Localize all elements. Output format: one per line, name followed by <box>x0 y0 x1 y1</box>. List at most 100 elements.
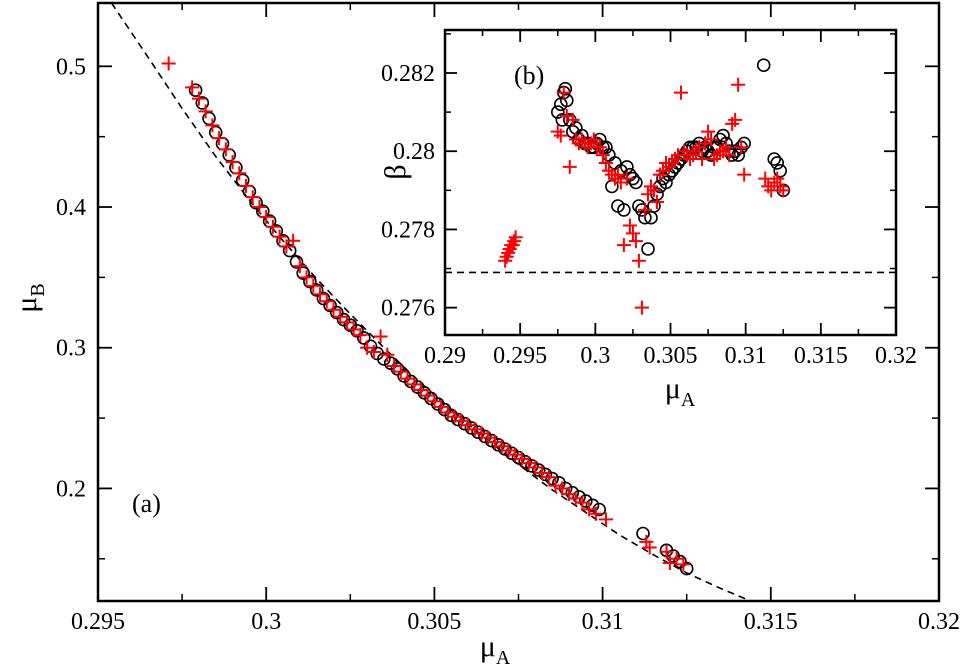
plus-point <box>728 112 743 127</box>
circle-point <box>641 242 655 256</box>
main-y-axis-title: μB <box>10 283 49 312</box>
panel-a-label: (a) <box>132 489 161 518</box>
circle-point <box>737 136 752 151</box>
main-x-axis-title-mu: μ <box>480 630 496 663</box>
circle-point <box>716 128 730 143</box>
circle-point <box>457 416 472 431</box>
y-tick-label: 0.276 <box>381 296 435 322</box>
plus-point <box>575 495 590 510</box>
plus-point <box>770 171 785 186</box>
plus-point <box>553 128 568 143</box>
plus-point <box>625 226 640 241</box>
x-tick-label: 0.31 <box>582 609 624 635</box>
circle-point <box>578 494 593 508</box>
circle-point <box>296 266 311 281</box>
y-tick-label: 0.4 <box>56 195 86 221</box>
plus-point <box>610 167 625 182</box>
plus-point <box>634 300 649 315</box>
plus-point <box>245 190 260 205</box>
plus-point <box>232 166 247 181</box>
main-y-axis-title-sub: B <box>27 283 49 296</box>
circle-point <box>773 164 788 178</box>
plus-point <box>704 132 719 147</box>
plus-point <box>299 270 314 285</box>
circle-point <box>303 274 317 289</box>
main-ticks <box>97 3 940 601</box>
plus-point <box>642 540 657 555</box>
plus-point <box>586 132 601 147</box>
plus-point <box>380 347 395 362</box>
plus-point <box>631 253 646 268</box>
circle-point <box>559 93 574 108</box>
circle-point <box>525 459 539 473</box>
plus-point <box>695 152 710 167</box>
y-tick-label: 0.3 <box>56 336 86 362</box>
plus-point <box>366 344 381 359</box>
plus-point <box>286 233 301 248</box>
x-tick-label: 0.295 <box>71 609 125 635</box>
plus-point <box>508 230 523 245</box>
x-tick-label: 0.32 <box>918 609 960 635</box>
plus-point <box>218 142 233 157</box>
main-panel: 0.295 0.3 0.305 0.31 0.315 0.32 0.2 0.3 0.4 0.5 (… <box>10 1 960 669</box>
circle-point <box>444 408 459 423</box>
circle-point <box>511 450 526 465</box>
plus-point <box>764 183 779 198</box>
plus-point <box>319 294 334 309</box>
y-tick-label: 0.282 <box>381 61 435 87</box>
circle-point <box>309 283 324 297</box>
x-tick-label: 0.295 <box>493 343 547 369</box>
plus-point <box>616 238 631 253</box>
circle-point <box>188 83 203 97</box>
x-tick-label: 0.32 <box>875 343 917 369</box>
y-tick-label: 0.5 <box>56 54 86 80</box>
plus-point <box>556 85 571 100</box>
plus-point <box>161 56 176 71</box>
plus-point <box>541 470 556 485</box>
main-y-axis-title-mu: μ <box>10 297 43 313</box>
plus-point <box>731 77 746 92</box>
x-tick-label: 0.31 <box>725 343 767 369</box>
circle-point <box>289 255 304 269</box>
x-tick-label: 0.3 <box>251 609 281 635</box>
plus-point <box>598 512 613 527</box>
circle-point <box>518 454 533 469</box>
plus-point <box>326 302 341 317</box>
plus-point <box>191 91 206 106</box>
y-tick-label: 0.278 <box>381 217 435 243</box>
inset-ticks <box>444 30 897 335</box>
y-tick-label: 0.2 <box>56 476 86 502</box>
plus-point <box>628 234 643 249</box>
plus-point <box>353 328 368 343</box>
plus-point <box>649 195 664 210</box>
circle-point <box>451 412 465 427</box>
circle-point <box>350 323 364 338</box>
main-x-axis-title: μA <box>480 630 511 669</box>
plus-point <box>252 200 267 215</box>
inset-x-axis-title: μA <box>665 372 696 411</box>
circle-point <box>679 561 694 576</box>
plus-point <box>212 131 227 146</box>
plus-point <box>272 229 287 244</box>
circle-point <box>538 467 553 482</box>
circle-point <box>504 446 519 461</box>
plus-point <box>646 183 661 198</box>
circle-point <box>550 105 565 119</box>
plus-point <box>701 124 716 139</box>
plus-point <box>719 140 734 155</box>
plus-point <box>562 159 577 174</box>
plus-point <box>659 544 674 559</box>
inset-x-axis-title-mu: μ <box>665 372 681 405</box>
circle-point <box>356 331 371 345</box>
plus-point <box>676 557 691 572</box>
x-tick-label: 0.3 <box>580 343 610 369</box>
x-tick-label: 0.305 <box>644 343 698 369</box>
circle-point <box>195 96 210 110</box>
plus-point <box>225 154 240 169</box>
plus-point <box>674 85 689 100</box>
circle-point <box>377 352 391 366</box>
plus-point <box>548 478 563 493</box>
circle-point <box>629 175 643 190</box>
plus-point <box>622 218 637 233</box>
